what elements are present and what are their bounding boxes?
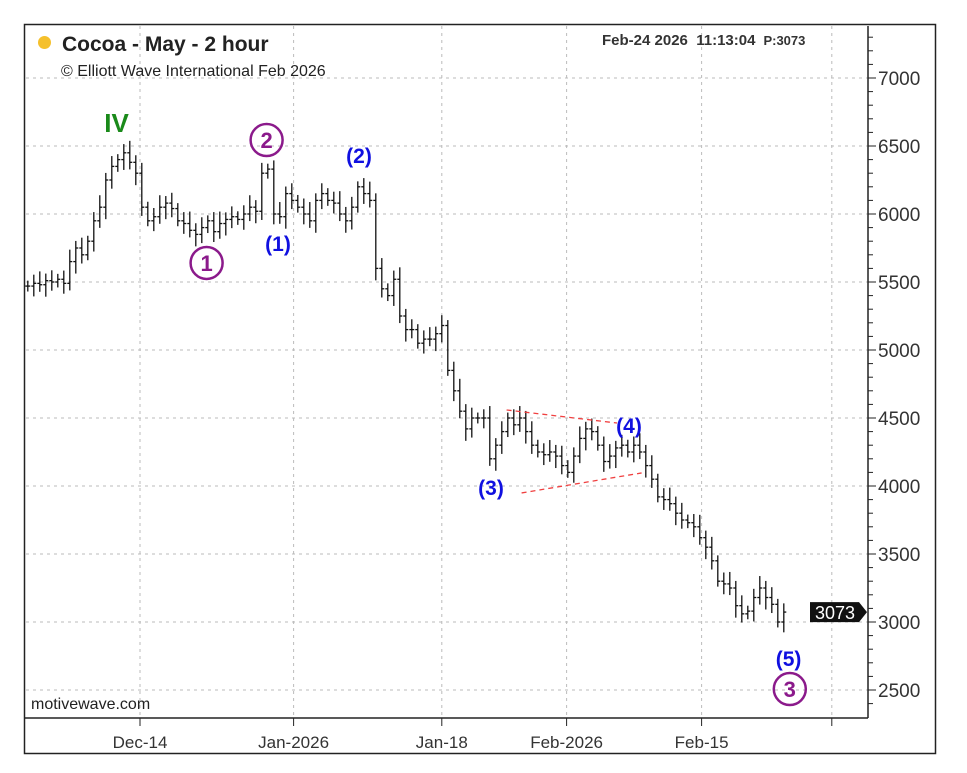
timestamp: Feb-24 2026 11:13:04 — [602, 32, 756, 49]
y-tick-label: 3500 — [878, 545, 920, 566]
y-tick-label: 6000 — [878, 205, 920, 226]
y-tick-label: 7000 — [878, 69, 920, 90]
brand-watermark: motivewave.com — [31, 696, 151, 713]
wave-label: (2) — [346, 145, 372, 168]
chart-title: Cocoa - May - 2 hour — [62, 33, 269, 56]
x-tick-label: Dec-14 — [113, 733, 168, 752]
y-tick-label: 5500 — [878, 273, 920, 294]
price-readout: P:3073 — [763, 33, 806, 48]
wave-label: 2 — [260, 128, 272, 153]
x-tick-label: Feb-2026 — [530, 733, 603, 752]
copyright: © Elliott Wave International Feb 2026 — [61, 63, 326, 80]
timestamp-readout: Feb-24 2026 11:13:04 P:3073 — [602, 32, 805, 49]
y-tick-label: 4000 — [878, 477, 920, 498]
last-price-label: 3073 — [815, 603, 855, 623]
wave-label: (3) — [478, 477, 504, 500]
x-tick-label: Feb-15 — [675, 733, 729, 752]
triangle-trendline — [506, 409, 618, 424]
last-price-tag — [810, 602, 867, 623]
wave-label: IV — [104, 108, 129, 138]
wave-label-circle — [189, 245, 224, 281]
wave-label: 1 — [200, 251, 212, 276]
wave-label-circle — [249, 122, 284, 158]
y-tick-label: 3000 — [878, 613, 920, 634]
wave-label: (4) — [616, 415, 642, 438]
wave-label: (5) — [776, 648, 802, 671]
wave-label-circle — [772, 671, 808, 707]
y-tick-label: 2500 — [878, 681, 920, 702]
chart-frame — [23, 23, 937, 755]
triangle-trendline — [521, 472, 642, 494]
y-tick-label: 5000 — [878, 341, 920, 362]
status-dot — [38, 36, 51, 49]
x-tick-label: Jan-2026 — [258, 733, 329, 752]
x-tick-label: Jan-18 — [416, 733, 468, 752]
y-tick-label: 6500 — [878, 137, 920, 158]
wave-label: 3 — [784, 677, 796, 702]
y-tick-label: 4500 — [878, 409, 920, 430]
wave-label: (1) — [265, 233, 291, 256]
